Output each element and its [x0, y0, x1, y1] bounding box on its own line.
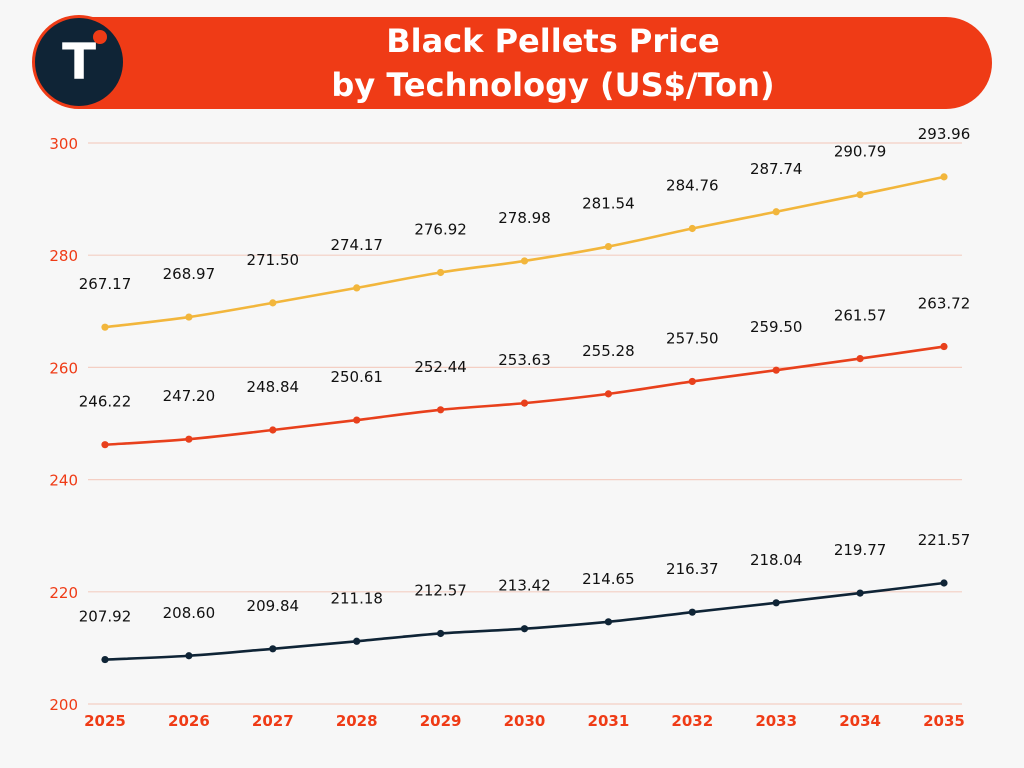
- data-point: [604, 242, 613, 251]
- x-tick-label: 2033: [755, 712, 797, 730]
- data-point: [856, 354, 864, 363]
- data-point: [772, 599, 780, 607]
- data-point: [353, 284, 361, 292]
- data-point: [856, 589, 864, 597]
- data-point: [688, 377, 696, 386]
- data-point: [269, 299, 277, 307]
- data-point: [185, 313, 193, 321]
- data-point: [437, 406, 445, 414]
- data-point: [856, 191, 864, 199]
- x-tick-label: 2028: [336, 712, 378, 730]
- chart-title: Black Pellets Price by Technology (US$/T…: [38, 17, 992, 109]
- data-label: 216.37: [666, 560, 719, 578]
- logo-letter: T: [61, 33, 97, 91]
- data-point: [353, 637, 361, 645]
- brand-logo: T: [32, 15, 126, 109]
- data-label: 287.74: [750, 160, 803, 178]
- data-point: [185, 652, 193, 660]
- data-label: 255.28: [582, 342, 635, 360]
- data-label: 250.61: [330, 368, 383, 386]
- y-tick-label: 300: [49, 135, 78, 153]
- data-point: [101, 655, 109, 664]
- data-point: [520, 625, 529, 633]
- data-label: 253.63: [498, 351, 551, 369]
- data-label: 208.60: [163, 604, 216, 622]
- data-label: 219.77: [834, 541, 887, 559]
- x-tick-label: 2027: [252, 712, 294, 730]
- data-label: 218.04: [750, 551, 803, 569]
- data-point: [101, 441, 109, 449]
- data-point: [353, 416, 361, 424]
- data-label: 252.44: [414, 358, 467, 376]
- data-label: 213.42: [498, 577, 551, 595]
- data-point: [269, 645, 277, 653]
- data-label: 207.92: [79, 608, 132, 626]
- x-tick-label: 2032: [671, 712, 713, 730]
- data-point: [940, 579, 948, 587]
- y-tick-label: 260: [49, 359, 78, 377]
- title-banner: [38, 17, 992, 109]
- data-label: 257.50: [666, 329, 719, 347]
- data-point: [185, 435, 193, 443]
- y-tick-label: 220: [49, 584, 78, 602]
- data-label: 278.98: [498, 209, 551, 227]
- data-point: [269, 426, 277, 434]
- data-point: [688, 224, 696, 233]
- data-label: 209.84: [247, 597, 300, 615]
- data-point: [772, 208, 780, 216]
- x-tick-label: 2035: [923, 712, 965, 730]
- chart-title-line-2: by Technology (US$/Ton): [331, 66, 775, 104]
- data-label: 247.20: [163, 387, 216, 405]
- logo-dot-icon: [93, 30, 107, 44]
- y-tick-label: 280: [49, 247, 78, 265]
- data-point: [520, 399, 529, 407]
- x-tick-label: 2030: [504, 712, 546, 730]
- data-point: [604, 618, 613, 626]
- data-label: 274.17: [330, 236, 383, 254]
- data-label: 271.50: [247, 251, 300, 269]
- data-point: [604, 390, 613, 398]
- data-point: [101, 323, 109, 331]
- data-label: 293.96: [918, 125, 971, 143]
- x-tick-label: 2034: [839, 712, 881, 730]
- data-point: [772, 366, 780, 374]
- x-tick-label: 2029: [420, 712, 462, 730]
- data-label: 261.57: [834, 307, 887, 325]
- data-label: 284.76: [666, 176, 719, 194]
- data-label: 221.57: [918, 531, 971, 549]
- y-tick-label: 240: [49, 472, 78, 490]
- data-label: 281.54: [582, 195, 635, 213]
- y-tick-label: 200: [49, 696, 78, 714]
- x-tick-label: 2031: [588, 712, 630, 730]
- x-tick-label: 2026: [168, 712, 210, 730]
- data-label: 263.72: [918, 295, 971, 313]
- data-point: [520, 257, 529, 265]
- data-label: 268.97: [163, 265, 216, 283]
- data-label: 259.50: [750, 318, 803, 336]
- x-tick-label: 2025: [84, 712, 126, 730]
- data-label: 212.57: [414, 581, 467, 599]
- series-line-1: [104, 175, 945, 329]
- data-point: [437, 629, 445, 638]
- data-label: 246.22: [79, 393, 132, 411]
- data-label: 276.92: [414, 220, 467, 238]
- data-label: 267.17: [79, 275, 132, 293]
- data-label: 214.65: [582, 570, 635, 588]
- data-point: [688, 608, 696, 616]
- data-point: [437, 268, 445, 277]
- data-label: 290.79: [834, 143, 887, 161]
- data-label: 248.84: [247, 378, 300, 396]
- data-point: [940, 173, 948, 181]
- data-point: [940, 342, 948, 351]
- data-label: 211.18: [330, 589, 383, 607]
- chart-title-line-1: Black Pellets Price: [386, 22, 720, 60]
